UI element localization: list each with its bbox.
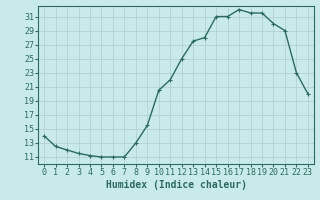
X-axis label: Humidex (Indice chaleur): Humidex (Indice chaleur): [106, 180, 246, 190]
